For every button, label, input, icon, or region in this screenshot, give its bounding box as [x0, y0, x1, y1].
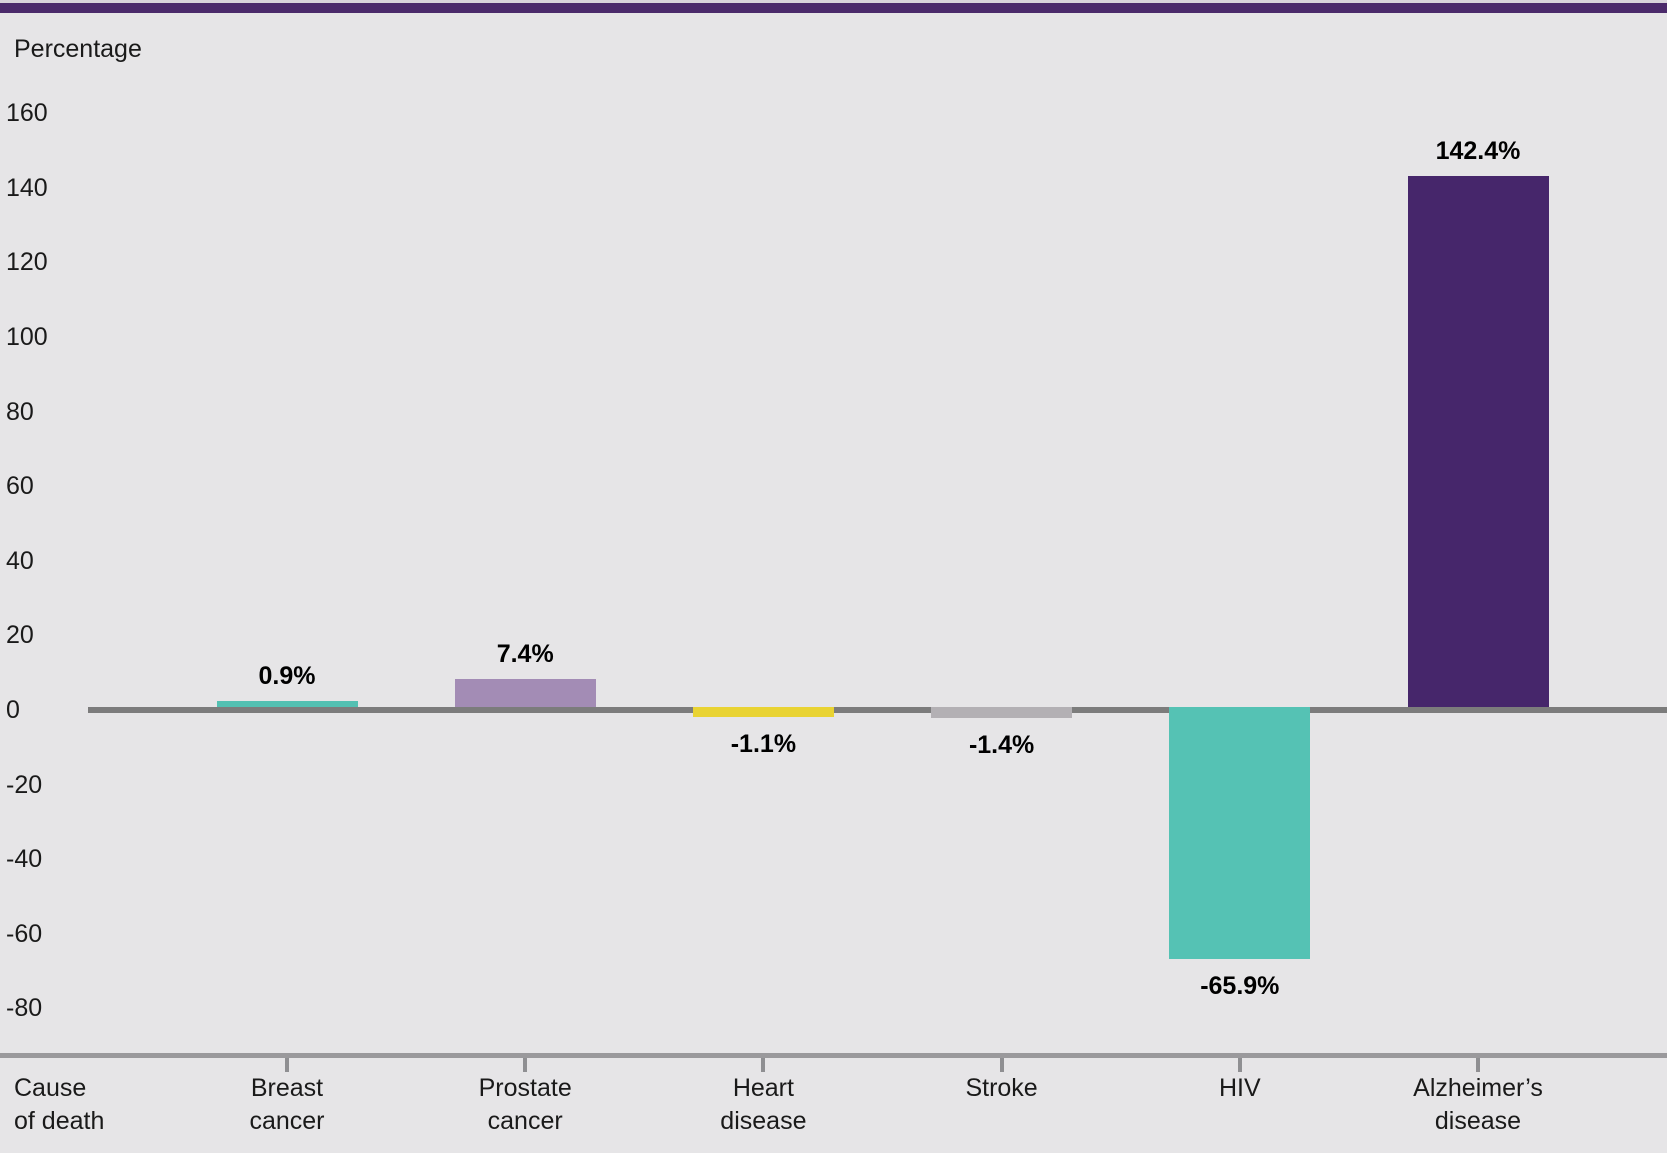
x-category-label-line: Prostate: [478, 1074, 572, 1102]
y-tick-label-80: 80: [6, 397, 34, 426]
y-tick-label-120: 120: [6, 248, 48, 277]
y-tick-label-60: 60: [6, 472, 34, 501]
x-axis-title: Cause of death: [14, 1072, 104, 1138]
y-tick-label--80: -80: [6, 994, 43, 1023]
x-tick-mark-breast-cancer: [285, 1058, 289, 1072]
x-category-label-line: cancer: [249, 1107, 325, 1135]
bar-value-label-breast-cancer: 0.9%: [258, 662, 316, 690]
bar-heart-disease: [692, 707, 834, 718]
x-axis-line: [0, 1053, 1667, 1058]
bar-prostate-cancer: [454, 679, 596, 707]
bar-value-label-hiv: -65.9%: [1200, 971, 1280, 1000]
x-category-label-heart-disease: Heart disease: [643, 1072, 883, 1138]
bar-hiv: [1169, 707, 1311, 959]
top-purple-border: [0, 3, 1667, 13]
x-category-label-line: disease: [720, 1107, 807, 1135]
x-category-label-line: Breast: [250, 1074, 324, 1102]
x-category-label-line: Heart: [732, 1074, 794, 1102]
y-axis-title: Percentage: [14, 35, 142, 63]
x-category-label-stroke: Stroke: [882, 1072, 1122, 1105]
zero-baseline: [88, 707, 1667, 713]
x-category-label-line: Stroke: [965, 1074, 1038, 1102]
x-axis-title-line2: of death: [14, 1107, 105, 1135]
x-category-label-breast-cancer: Breast cancer: [167, 1072, 407, 1138]
x-category-label-line: disease: [1434, 1107, 1522, 1135]
x-tick-mark-alzheimer-s-disease: [1476, 1058, 1480, 1072]
x-category-label-line: HIV: [1218, 1074, 1261, 1102]
y-tick-label--20: -20: [6, 770, 43, 799]
y-tick-label-40: 40: [6, 546, 34, 575]
y-tick-label--40: -40: [6, 845, 43, 874]
x-category-label-alzheimer-s-disease: Alzheimer’s disease: [1358, 1072, 1598, 1138]
bar-breast-cancer: [216, 701, 358, 707]
x-tick-mark-hiv: [1237, 1058, 1242, 1072]
bar-value-label-stroke: -1.4%: [968, 731, 1035, 760]
y-tick-label-100: 100: [6, 323, 48, 351]
x-category-label-hiv: HIV: [1120, 1072, 1360, 1105]
y-tick-label--60: -60: [6, 919, 43, 948]
y-tick-label-0: 0: [6, 696, 20, 724]
bar-value-label-heart-disease: -1.1%: [730, 730, 797, 759]
x-category-label-line: Alzheimer’s: [1413, 1074, 1543, 1102]
bar-alzheimer-s-disease: [1407, 175, 1549, 707]
bar-stroke: [931, 707, 1073, 719]
x-tick-mark-stroke: [999, 1058, 1004, 1072]
x-tick-mark-heart-disease: [761, 1058, 766, 1072]
bar-value-label-prostate-cancer: 7.4%: [496, 640, 554, 669]
y-tick-label-140: 140: [6, 173, 48, 202]
bar-value-label-alzheimer-s-disease: 142.4%: [1435, 136, 1521, 165]
y-tick-label-20: 20: [6, 621, 34, 650]
x-category-label-prostate-cancer: Prostate cancer: [405, 1072, 645, 1138]
x-tick-mark-prostate-cancer: [523, 1058, 528, 1072]
y-tick-label-160: 160: [6, 99, 48, 128]
top-light-strip: [0, 0, 1667, 3]
x-axis-title-line1: Cause: [14, 1074, 87, 1102]
x-category-label-line: cancer: [487, 1107, 563, 1135]
